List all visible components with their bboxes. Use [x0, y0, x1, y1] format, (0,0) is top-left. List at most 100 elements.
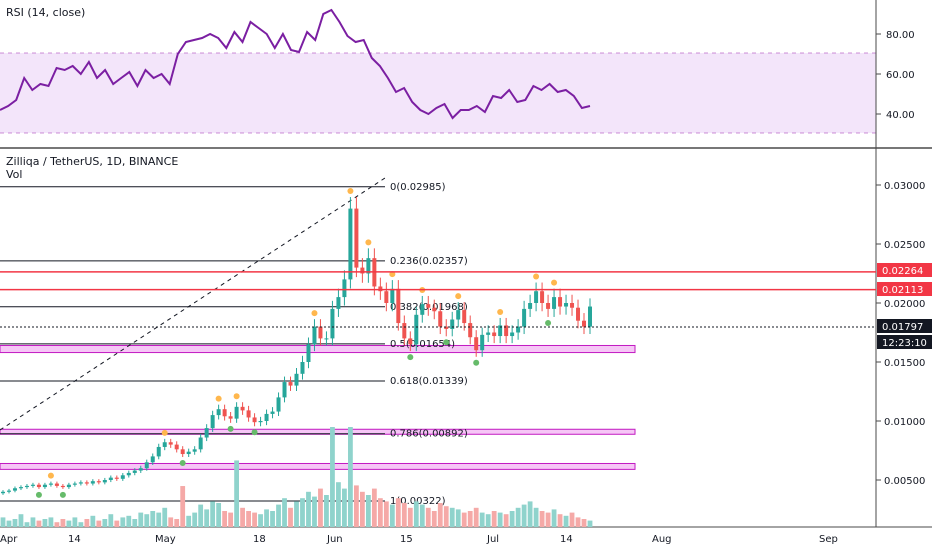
- time-axis[interactable]: Apr 14 May 18 Jun 15 Jul 14 Aug Sep: [0, 534, 838, 545]
- volume-bar: [401, 503, 407, 527]
- support-zone: [0, 462, 636, 470]
- horizontal-levels[interactable]: [0, 271, 876, 328]
- fractal-low-marker: [443, 339, 450, 346]
- countdown-tag-text: 12:23:10: [882, 338, 927, 349]
- volume-bar: [66, 520, 72, 527]
- candle-body: [330, 308, 335, 339]
- candle-body: [240, 406, 245, 411]
- volume-bar: [78, 522, 84, 527]
- candle-body: [318, 326, 323, 339]
- candle-body: [168, 442, 173, 445]
- volume-bar: [342, 488, 347, 527]
- support-zone: [0, 428, 636, 435]
- candle-body: [390, 288, 395, 303]
- volume-bar: [359, 491, 365, 527]
- candle-body: [12, 488, 17, 491]
- candle-body: [396, 288, 401, 324]
- candle-body: [504, 325, 509, 337]
- volume-bar: [264, 509, 269, 527]
- volume-bar: [288, 507, 293, 527]
- candle-body: [324, 338, 329, 340]
- volume-bar: [443, 506, 449, 527]
- volume-bar: [282, 498, 287, 527]
- resistance-tag-upper-text: 0.02264: [882, 266, 923, 277]
- rsi-series: [0, 8, 591, 120]
- candle-body: [450, 319, 455, 329]
- candle-body: [150, 456, 155, 463]
- candle-body: [384, 291, 389, 303]
- fractal-low-marker: [545, 319, 552, 326]
- candle-body: [360, 267, 365, 274]
- volume-bar: [228, 512, 234, 527]
- volume-bar: [234, 460, 240, 527]
- volume-bar: [467, 511, 473, 527]
- candle-body: [216, 409, 221, 416]
- candle-body: [270, 411, 275, 414]
- volume-bar: [455, 509, 461, 527]
- candle-body: [186, 451, 191, 455]
- volume-bar: [419, 504, 425, 527]
- volume-bar: [437, 503, 443, 527]
- volume-bar: [330, 427, 335, 527]
- candle-body: [408, 338, 413, 345]
- time-tick-label: Sep: [819, 534, 838, 545]
- resistance-tag-lower: 0.02113: [877, 282, 932, 296]
- volume-bar: [150, 511, 156, 527]
- volume-bar: [240, 507, 245, 527]
- fractal-low-marker: [473, 359, 480, 366]
- price-axis[interactable]: 0.03000 0.02500 0.02000 0.01500 0.01000 …: [876, 181, 925, 487]
- volume-bar: [449, 507, 455, 527]
- volume-bar: [294, 501, 299, 527]
- price-tick-label: 0.02000: [884, 299, 925, 310]
- volume-bar: [539, 511, 545, 527]
- candle-body: [258, 421, 263, 423]
- volume-bar: [102, 519, 108, 527]
- candle-body: [210, 415, 215, 429]
- volume-bar: [18, 514, 24, 527]
- time-tick-label: Jun: [326, 534, 343, 545]
- volume-bar: [30, 517, 36, 527]
- time-tick-label: May: [155, 534, 176, 545]
- candle-body: [438, 311, 443, 327]
- time-tick-label: 15: [400, 534, 413, 545]
- volume-bar: [108, 514, 114, 527]
- fractal-high-marker: [365, 239, 372, 246]
- candle-body: [570, 303, 575, 308]
- rsi-title: RSI (14, close): [6, 6, 85, 19]
- current-price-tag: 0.01797: [877, 319, 932, 333]
- candle-body: [588, 306, 592, 327]
- volume-bar: [353, 485, 359, 527]
- fractal-low-marker: [227, 425, 234, 432]
- candle-body: [312, 326, 317, 345]
- candle-body: [120, 475, 125, 479]
- fractal-low-marker: [251, 429, 258, 436]
- time-tick-label: Aug: [652, 534, 672, 545]
- candle-body: [342, 279, 347, 298]
- fib-level-label: 0(0.02985): [390, 182, 446, 193]
- volume-bar: [180, 486, 186, 527]
- volume-bar: [210, 501, 216, 527]
- volume-bar: [12, 519, 18, 527]
- candle-body: [456, 310, 461, 320]
- countdown-tag: 12:23:10: [877, 335, 932, 349]
- volume-bar: [198, 504, 204, 527]
- candle-body: [486, 332, 491, 335]
- candle-body: [1, 491, 5, 494]
- candle-body: [420, 304, 425, 315]
- volume-bar: [348, 427, 353, 527]
- time-tick-label: 14: [560, 534, 573, 545]
- fractal-high-marker: [161, 429, 168, 436]
- candle-body: [108, 477, 113, 480]
- candle-body: [378, 286, 383, 292]
- volume-bar: [276, 504, 281, 527]
- volume-bar: [24, 522, 30, 527]
- volume-bar: [90, 515, 96, 527]
- candle-body: [78, 482, 83, 484]
- candle-body: [306, 344, 311, 362]
- rsi-axis[interactable]: 80.00 60.00 40.00: [876, 30, 915, 121]
- fibonacci-retracement[interactable]: 0(0.02985)0.236(0.02357)0.382(0.01968)0.…: [0, 177, 468, 507]
- candle-body: [414, 314, 419, 345]
- fractal-high-marker: [347, 188, 354, 195]
- volume-bar: [491, 511, 497, 527]
